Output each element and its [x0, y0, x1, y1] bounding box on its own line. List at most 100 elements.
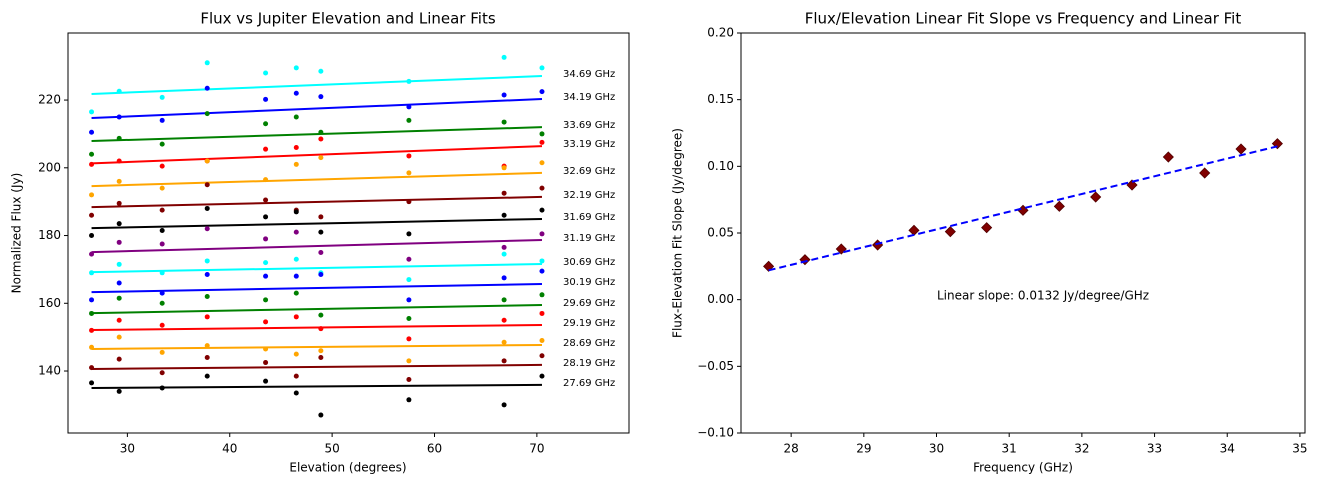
- chart-title: Flux/Elevation Linear Fit Slope vs Frequ…: [805, 10, 1242, 28]
- data-point: [116, 388, 122, 394]
- data-point: [159, 185, 165, 191]
- y-tick-label: 160: [38, 296, 61, 310]
- series-label: 32.69 GHz: [563, 166, 615, 177]
- x-tick-label: 29: [856, 442, 871, 456]
- data-point: [204, 60, 210, 66]
- data-point: [539, 310, 545, 316]
- data-point: [318, 312, 324, 318]
- x-tick-label: 34: [1220, 442, 1235, 456]
- data-point: [406, 170, 412, 176]
- data-point: [318, 68, 324, 74]
- data-point: [318, 271, 324, 277]
- y-tick-label: 180: [38, 228, 61, 242]
- series-label: 33.19 GHz: [563, 139, 615, 150]
- data-point: [263, 319, 269, 325]
- data-point: [159, 227, 165, 233]
- data-point: [501, 92, 507, 98]
- data-point: [1126, 179, 1138, 191]
- data-point: [293, 314, 299, 320]
- data-point: [501, 190, 507, 196]
- series-label: 28.19 GHz: [563, 358, 615, 369]
- y-axis-label: Flux-Elevation Fit Slope (Jy/degree): [671, 128, 685, 338]
- data-point: [204, 158, 210, 164]
- data-point: [501, 339, 507, 345]
- y-tick-label: 0.20: [707, 26, 734, 40]
- data-point: [539, 65, 545, 71]
- data-point: [116, 239, 122, 245]
- series-label: 29.19 GHz: [563, 318, 615, 329]
- data-point: [263, 273, 269, 279]
- y-tick-label: 0.00: [707, 292, 734, 306]
- x-tick-label: 60: [427, 442, 442, 456]
- data-point: [318, 94, 324, 100]
- data-point: [539, 373, 545, 379]
- data-point: [293, 256, 299, 262]
- data-point: [263, 214, 269, 220]
- data-point: [1199, 167, 1211, 179]
- fit-line: [91, 363, 542, 370]
- data-point: [501, 165, 507, 171]
- data-point: [116, 261, 122, 267]
- data-point: [318, 214, 324, 220]
- data-point: [116, 178, 122, 184]
- data-point: [263, 70, 269, 76]
- data-point: [406, 231, 412, 237]
- fit-line: [91, 195, 543, 209]
- series-label: 31.69 GHz: [563, 212, 615, 223]
- y-tick-label: −0.10: [697, 426, 734, 440]
- data-point: [318, 155, 324, 161]
- x-tick-label: 40: [222, 442, 237, 456]
- data-point: [501, 402, 507, 408]
- y-tick-label: 220: [38, 93, 61, 107]
- x-axis-label: Frequency (GHz): [973, 461, 1073, 475]
- data-point: [501, 244, 507, 250]
- data-point: [872, 239, 884, 251]
- data-point: [159, 300, 165, 306]
- fit-line: [91, 98, 543, 120]
- data-point: [263, 236, 269, 242]
- data-point: [1235, 143, 1247, 155]
- data-point: [406, 256, 412, 262]
- data-point: [293, 161, 299, 167]
- x-tick-label: 70: [529, 442, 544, 456]
- data-point: [89, 212, 95, 218]
- data-point: [406, 297, 412, 303]
- data-point: [159, 349, 165, 355]
- series-label: 31.19 GHz: [563, 233, 615, 244]
- data-point: [1053, 200, 1065, 212]
- data-point: [89, 380, 95, 386]
- x-tick-label: 30: [929, 442, 944, 456]
- data-point: [293, 373, 299, 379]
- data-point: [318, 412, 324, 418]
- data-point: [318, 354, 324, 360]
- data-point: [263, 378, 269, 384]
- x-tick-label: 30: [120, 442, 135, 456]
- y-tick-label: 0.10: [707, 159, 734, 173]
- data-point: [501, 317, 507, 323]
- series-label: 29.69 GHz: [563, 298, 615, 309]
- data-point: [1090, 191, 1102, 203]
- data-point: [293, 273, 299, 279]
- series-label: 33.69 GHz: [563, 120, 615, 131]
- x-tick-label: 33: [1147, 442, 1162, 456]
- data-point: [1162, 151, 1174, 163]
- data-point: [116, 334, 122, 340]
- data-point: [263, 146, 269, 152]
- data-point: [293, 351, 299, 357]
- fit-line: [91, 383, 542, 389]
- data-point: [89, 192, 95, 198]
- series-label: 28.69 GHz: [563, 338, 615, 349]
- data-point: [263, 297, 269, 303]
- data-point: [406, 316, 412, 322]
- data-point: [204, 205, 210, 211]
- y-tick-label: 0.15: [707, 92, 734, 106]
- plot-frame: [740, 32, 1306, 434]
- data-point: [204, 258, 210, 264]
- fit-line: [91, 238, 543, 254]
- data-point: [318, 229, 324, 235]
- data-point: [406, 277, 412, 283]
- data-point: [539, 160, 545, 166]
- data-point: [539, 268, 545, 274]
- data-point: [293, 229, 299, 235]
- series-label: 34.19 GHz: [563, 92, 615, 103]
